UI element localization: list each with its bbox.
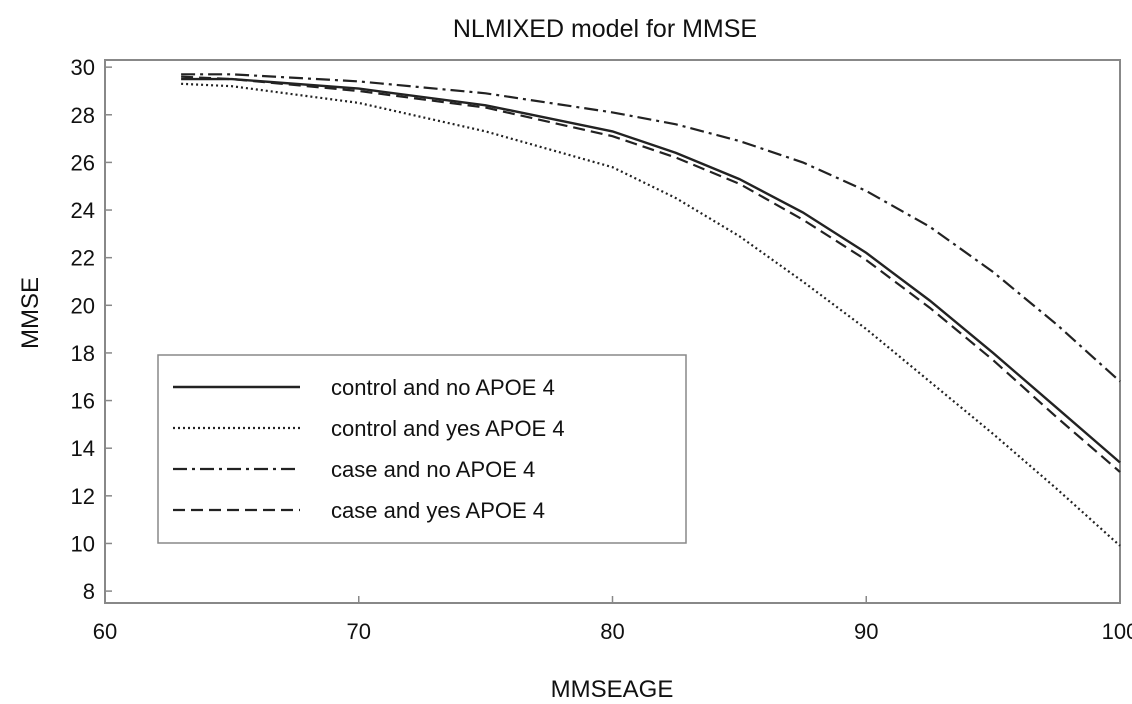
series-line-2 <box>181 82 1121 547</box>
series-lines <box>181 73 1121 547</box>
legend-label-4: case and yes APOE 4 <box>331 498 545 523</box>
x-tick-label: 90 <box>854 619 878 644</box>
y-tick-label: 24 <box>71 198 95 223</box>
legend-label-3: case and no APOE 4 <box>331 457 535 482</box>
y-tick-label: 30 <box>71 55 95 80</box>
legend: control and no APOE 4 control and yes APO… <box>157 354 687 544</box>
x-axis: 60 70 80 90 100 <box>93 596 1132 644</box>
y-tick-label: 16 <box>71 389 95 414</box>
y-axis-label: MMSE <box>17 277 44 349</box>
series-line-3 <box>181 73 1121 383</box>
y-tick-label: 10 <box>71 531 95 556</box>
y-tick-label: 18 <box>71 341 95 366</box>
y-tick-label: 8 <box>83 579 95 604</box>
x-tick-label: 70 <box>347 619 371 644</box>
y-tick-label: 28 <box>71 103 95 128</box>
series-line-1 <box>181 77 1121 464</box>
y-tick-label: 20 <box>71 293 95 318</box>
x-axis-label: MMSEAGE <box>551 676 674 703</box>
x-tick-label: 60 <box>93 619 117 644</box>
y-tick-label: 26 <box>71 150 95 175</box>
x-tick-label: 100 <box>1102 619 1132 644</box>
legend-label-2: control and yes APOE 4 <box>331 416 565 441</box>
y-tick-label: 22 <box>71 246 95 271</box>
y-tick-label: 14 <box>71 436 95 461</box>
legend-items: control and no APOE 4 control and yes APO… <box>173 375 565 523</box>
legend-label-1: control and no APOE 4 <box>331 375 555 400</box>
y-tick-label: 12 <box>71 484 95 509</box>
chart-title: NLMIXED model for MMSE <box>453 15 757 43</box>
x-tick-label: 80 <box>600 619 624 644</box>
y-axis: 8 10 12 14 16 18 20 22 24 26 28 30 <box>71 55 112 604</box>
